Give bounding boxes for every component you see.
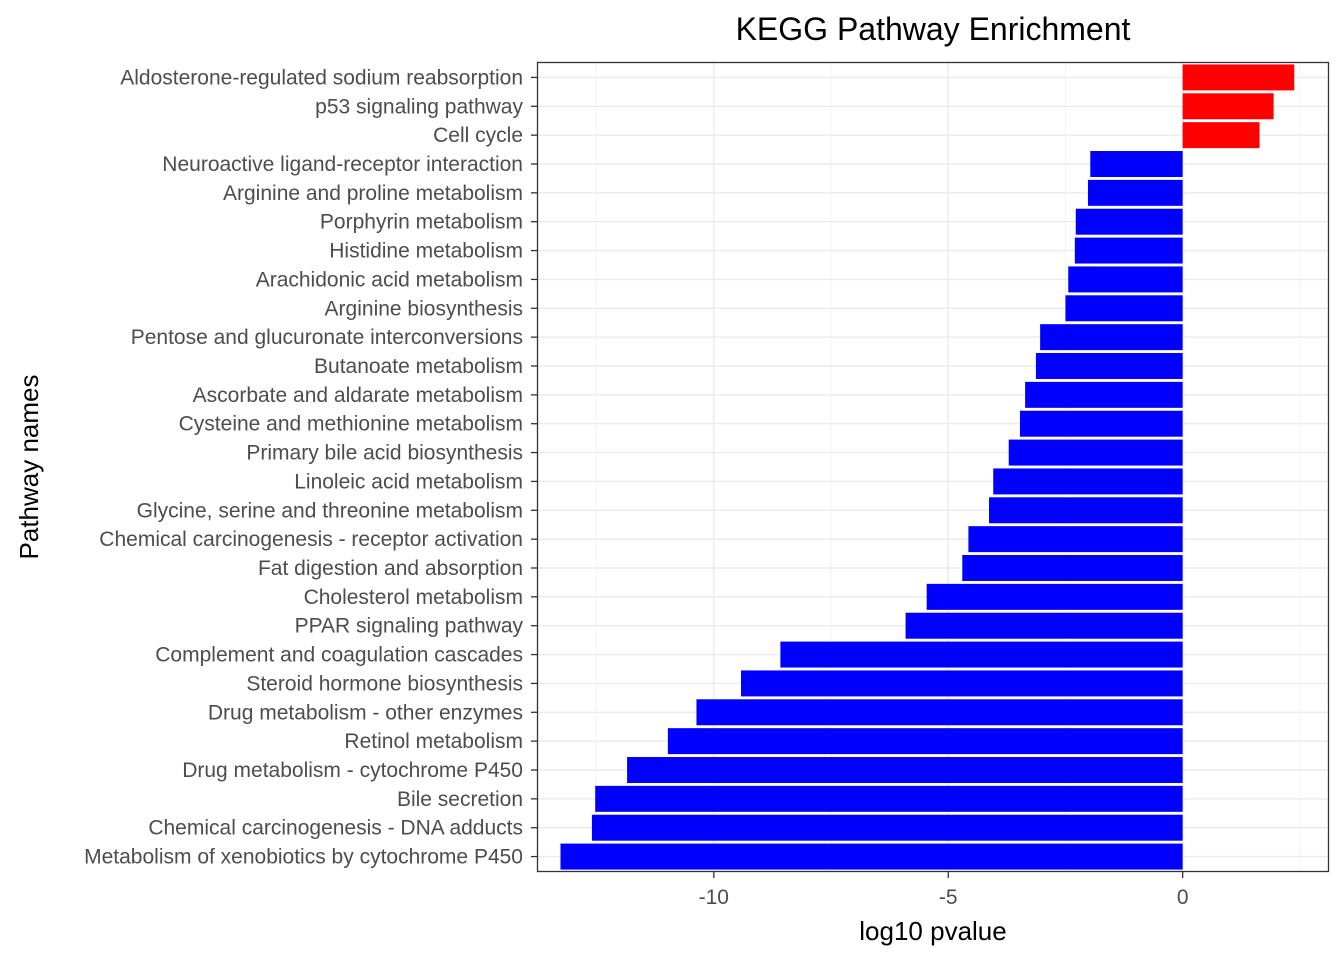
bar — [627, 757, 1183, 783]
bar — [1182, 93, 1274, 120]
y-axis-title: Pathway names — [14, 375, 44, 560]
bar — [1182, 122, 1260, 149]
plot-panel-border — [536, 61, 1330, 873]
y-tick-label: Butanoate metabolism — [314, 355, 523, 378]
chart-title: KEGG Pathway Enrichment — [736, 11, 1131, 47]
bar — [1182, 64, 1295, 91]
y-tick-label: Metabolism of xenobiotics by cytochrome … — [84, 846, 523, 869]
bar — [696, 699, 1183, 726]
bar — [560, 843, 1183, 870]
y-tick-label: Cell cycle — [433, 124, 523, 147]
bar — [780, 641, 1183, 668]
bars — [560, 64, 1295, 870]
x-axis: -10 -5 0 — [699, 871, 1189, 909]
y-tick-label: Neuroactive ligand-receptor interaction — [162, 153, 523, 176]
x-axis-title: log10 pvalue — [859, 916, 1006, 946]
y-tick-label: Arginine biosynthesis — [325, 297, 523, 320]
y-tick-label: Primary bile acid biosynthesis — [246, 442, 523, 465]
bar — [595, 785, 1183, 812]
bar — [1019, 410, 1183, 437]
y-tick-label: Glycine, serine and threonine metabolism — [137, 499, 523, 522]
grid-lines — [538, 63, 1328, 871]
bar — [1075, 208, 1183, 235]
y-tick-label: Pentose and glucuronate interconversions — [131, 326, 523, 349]
bar — [905, 612, 1183, 639]
y-tick-label: Drug metabolism - other enzymes — [208, 701, 523, 724]
bar — [962, 555, 1183, 581]
bar — [1087, 179, 1183, 206]
y-tick-label: Retinol metabolism — [344, 730, 523, 753]
y-tick-label: PPAR signaling pathway — [295, 615, 524, 638]
bar — [741, 670, 1183, 697]
y-tick-label: Histidine metabolism — [329, 240, 523, 263]
bar — [1090, 151, 1183, 177]
y-tick-label: Fat digestion and absorption — [258, 557, 523, 580]
bar — [1025, 381, 1183, 408]
bar — [968, 526, 1183, 553]
y-tick-label: Steroid hormone biosynthesis — [246, 672, 523, 695]
x-tick-label: 0 — [1177, 886, 1189, 909]
bar — [993, 468, 1183, 495]
bar — [667, 728, 1183, 755]
bar — [1008, 439, 1183, 466]
y-tick-label: Cysteine and methionine metabolism — [179, 413, 523, 436]
bar — [926, 583, 1183, 610]
bar — [1074, 237, 1183, 264]
x-tick-label: -10 — [699, 886, 729, 909]
y-tick-label: Chemical carcinogenesis - receptor activ… — [99, 528, 523, 551]
y-tick-label: Complement and coagulation cascades — [155, 644, 523, 667]
y-axis: Aldosterone-regulated sodium reabsorptio… — [84, 66, 538, 869]
bar — [1065, 295, 1183, 322]
bar — [1068, 266, 1183, 293]
y-tick-label: Arachidonic acid metabolism — [256, 268, 523, 291]
y-tick-label: Bile secretion — [397, 788, 523, 811]
x-tick-label: -5 — [939, 886, 958, 909]
y-tick-label: Aldosterone-regulated sodium reabsorptio… — [120, 66, 523, 89]
y-tick-label: Arginine and proline metabolism — [223, 182, 523, 205]
bar — [591, 814, 1183, 841]
y-tick-label: Drug metabolism - cytochrome P450 — [182, 759, 523, 782]
y-tick-label: Linoleic acid metabolism — [294, 470, 523, 493]
bar — [1035, 353, 1183, 379]
bar — [1040, 324, 1183, 351]
y-tick-label: Ascorbate and aldarate metabolism — [193, 384, 523, 407]
y-tick-label: p53 signaling pathway — [315, 95, 523, 118]
bar — [989, 497, 1183, 524]
y-tick-label: Porphyrin metabolism — [320, 211, 523, 234]
y-tick-label: Cholesterol metabolism — [304, 586, 523, 609]
y-tick-label: Chemical carcinogenesis - DNA adducts — [148, 817, 523, 840]
